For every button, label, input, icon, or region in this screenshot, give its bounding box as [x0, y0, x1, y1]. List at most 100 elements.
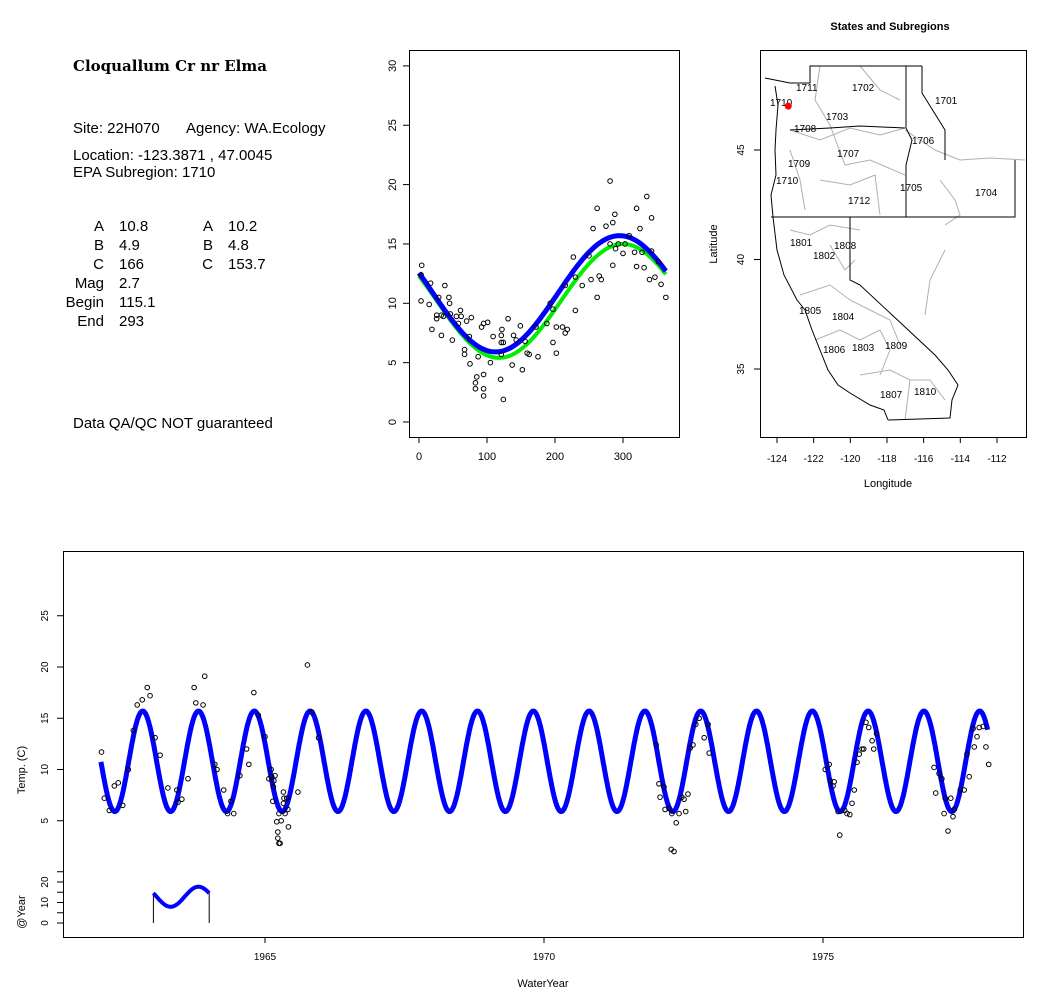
data-point — [484, 319, 491, 326]
data-point — [275, 835, 281, 841]
data-point — [304, 662, 311, 668]
data-point — [685, 791, 691, 797]
annual-inset — [151, 884, 211, 923]
param-value: 2.7 — [119, 275, 140, 292]
data-point — [588, 276, 594, 283]
data-point — [666, 805, 672, 812]
data-point — [426, 301, 433, 308]
data-point — [505, 315, 511, 322]
data-point — [275, 829, 281, 835]
data-point — [544, 320, 550, 327]
inset-annual-curve — [151, 884, 211, 909]
data-point — [633, 205, 640, 212]
data-point — [863, 719, 869, 726]
data-point — [270, 798, 276, 805]
data-points — [98, 662, 992, 855]
data-point — [510, 332, 517, 339]
data-point — [130, 727, 137, 734]
agency: Agency: WA.Ecology — [186, 120, 326, 137]
data-point — [947, 795, 954, 802]
inset-y-tick-label: 0 — [40, 920, 51, 926]
data-point — [622, 241, 628, 247]
subregion-label: 1701 — [935, 96, 958, 107]
y-tick-label: 40 — [736, 254, 747, 266]
axis-ticks: 1965 1970 1975 5 10 15 20 25 0 10 20 — [40, 610, 835, 963]
data-point — [200, 702, 206, 708]
plot-frame — [409, 50, 680, 438]
x-tick-label: -114 — [951, 454, 971, 465]
data-point — [268, 773, 275, 780]
time-series-plot: 1965 1970 1975 5 10 15 20 25 0 10 20 WaterYear Tem… — [16, 551, 1024, 990]
subregion-label: 1710 — [776, 176, 799, 187]
x-tick-label: 100 — [478, 451, 496, 463]
data-point — [846, 811, 853, 818]
site-location-marker — [784, 102, 792, 110]
subregion-label: 1710 — [770, 98, 793, 109]
data-point — [550, 339, 556, 346]
data-point — [706, 750, 712, 756]
site-title: Cloquallum Cr nr Elma — [73, 57, 267, 75]
fit-green-curve — [417, 242, 668, 360]
y-tick-label: 0 — [387, 419, 399, 425]
data-point — [418, 298, 424, 304]
subregion-label: 1810 — [914, 387, 937, 398]
subregion-label: 1705 — [900, 183, 923, 194]
param-name: B — [203, 237, 213, 254]
data-point — [658, 281, 664, 288]
data-point — [615, 241, 622, 247]
x-tick-label: 0 — [416, 451, 422, 463]
data-point — [498, 351, 505, 358]
data-point — [572, 307, 579, 314]
subregion-boundaries — [789, 65, 1026, 421]
param-value: 293 — [119, 313, 144, 330]
params-right: A 10.2 B 4.8 C 153.7 — [202, 218, 265, 273]
data-point — [255, 712, 262, 718]
data-point — [559, 324, 566, 330]
data-point — [870, 746, 877, 752]
subregion-label: 1702 — [852, 83, 875, 94]
data-point — [498, 339, 505, 346]
data-point — [705, 721, 711, 728]
data-point — [936, 770, 942, 777]
param-value: 4.9 — [119, 237, 140, 254]
data-point — [648, 248, 655, 254]
data-point — [435, 294, 442, 301]
data-point — [446, 294, 452, 301]
data-point — [480, 393, 487, 399]
data-point — [270, 784, 277, 790]
data-point — [620, 250, 626, 257]
subregion-label: 1711 — [796, 83, 818, 94]
x-tick-label: 200 — [546, 451, 564, 463]
subregion-label: 1804 — [832, 312, 855, 323]
data-point — [971, 744, 978, 750]
data-point — [550, 306, 556, 313]
data-point — [646, 276, 653, 283]
subregion-label: 1703 — [826, 112, 849, 123]
data-point — [315, 734, 322, 741]
data-point — [836, 832, 843, 838]
data-point — [957, 787, 964, 793]
data-point — [854, 759, 860, 766]
param-name: C — [93, 256, 104, 273]
data-point — [487, 359, 494, 366]
data-point — [859, 746, 865, 752]
data-point — [285, 806, 291, 813]
data-point — [692, 721, 699, 728]
data-point — [472, 380, 479, 386]
y-tick-label: 15 — [387, 238, 399, 250]
data-point — [661, 784, 667, 790]
data-point — [598, 276, 605, 283]
data-point — [641, 264, 647, 271]
param-name: Mag — [75, 275, 104, 292]
y-axis-label: Latitude — [708, 224, 720, 263]
subregion-labels: 1701 1702 1703 1704 1705 1706 1707 1708 … — [770, 83, 998, 401]
param-name: C — [202, 256, 213, 273]
data-point — [498, 332, 505, 339]
param-name: B — [94, 237, 104, 254]
data-point — [268, 766, 274, 773]
data-point — [562, 282, 569, 289]
data-point — [191, 684, 197, 691]
data-point — [942, 795, 949, 802]
data-point — [433, 315, 440, 322]
data-point — [656, 781, 662, 787]
